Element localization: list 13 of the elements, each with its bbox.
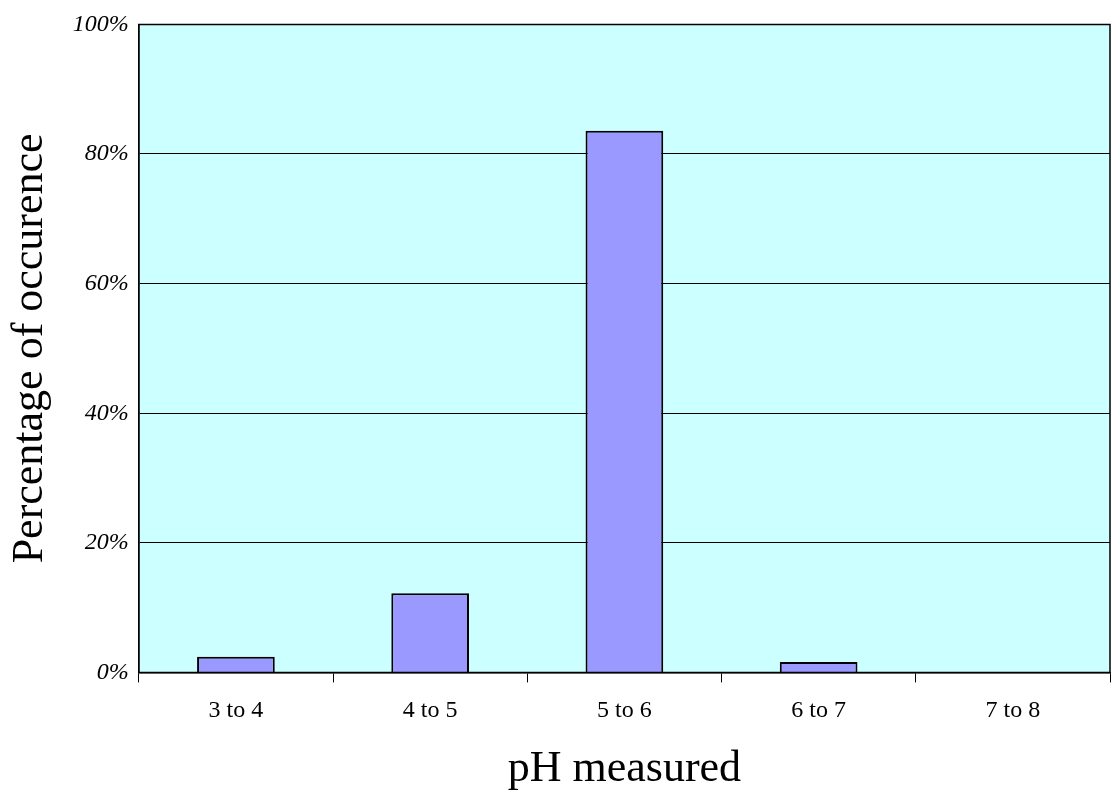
x-tick-label: 5 to 6 <box>597 696 652 723</box>
y-tick-label: 100% <box>72 9 129 36</box>
y-tick-label: 20% <box>84 528 129 555</box>
x-tick-label: 4 to 5 <box>402 696 458 723</box>
y-tick-label: 60% <box>84 268 129 295</box>
x-tick-label: 7 to 8 <box>985 696 1041 723</box>
x-axis-title: pH measured <box>507 742 742 792</box>
x-tick-label: 3 to 4 <box>208 696 264 723</box>
x-tick-label: 6 to 7 <box>791 696 846 723</box>
y-tick-label: 40% <box>84 398 129 425</box>
y-tick-label: 80% <box>84 139 129 166</box>
y-tick-label: 0% <box>96 657 129 684</box>
y-axis-title: Percentage of occurence <box>2 133 52 564</box>
